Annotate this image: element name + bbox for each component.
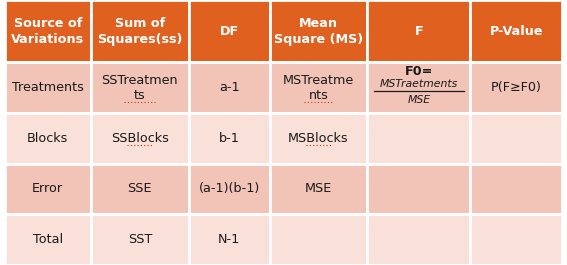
Bar — [471, 164, 562, 214]
Bar — [269, 214, 367, 265]
Bar — [5, 164, 91, 214]
Text: Total: Total — [33, 233, 63, 246]
Bar — [269, 0, 367, 62]
Text: MSTreatme
nts: MSTreatme nts — [283, 74, 354, 101]
Bar — [269, 113, 367, 164]
Bar — [91, 62, 189, 113]
Text: P(F≥F0): P(F≥F0) — [491, 81, 542, 94]
Text: b-1: b-1 — [219, 132, 239, 145]
Text: SSE: SSE — [128, 183, 152, 196]
Bar — [367, 214, 471, 265]
Bar — [5, 62, 91, 113]
Bar — [367, 0, 471, 62]
Bar — [5, 0, 91, 62]
Bar — [91, 0, 189, 62]
Bar — [367, 164, 471, 214]
Bar — [91, 113, 189, 164]
Bar — [5, 113, 91, 164]
Text: SSTreatmen
ts: SSTreatmen ts — [101, 74, 178, 101]
Bar — [367, 113, 471, 164]
Text: Sum of
Squares(ss): Sum of Squares(ss) — [97, 17, 183, 46]
Text: MSE: MSE — [304, 183, 332, 196]
Bar — [471, 0, 562, 62]
Text: (a-1)(b-1): (a-1)(b-1) — [198, 183, 260, 196]
Bar — [5, 214, 91, 265]
Bar — [269, 164, 367, 214]
Text: F: F — [414, 25, 423, 38]
Bar — [91, 214, 189, 265]
Bar — [189, 113, 269, 164]
Text: SST: SST — [128, 233, 152, 246]
Text: Treatments: Treatments — [12, 81, 84, 94]
Text: DF: DF — [219, 25, 239, 38]
Bar — [189, 0, 269, 62]
Text: P-Value: P-Value — [490, 25, 543, 38]
Text: MSTraetments: MSTraetments — [380, 78, 458, 89]
Bar — [471, 214, 562, 265]
Text: Source of
Variations: Source of Variations — [11, 17, 84, 46]
Bar — [91, 164, 189, 214]
Text: Blocks: Blocks — [27, 132, 69, 145]
Bar — [269, 62, 367, 113]
Bar — [189, 214, 269, 265]
Text: Error: Error — [32, 183, 64, 196]
Text: MSBlocks: MSBlocks — [288, 132, 349, 145]
Text: Mean
Square (MS): Mean Square (MS) — [274, 17, 363, 46]
Bar — [189, 164, 269, 214]
Bar — [367, 62, 471, 113]
Text: N-1: N-1 — [218, 233, 240, 246]
Bar — [471, 113, 562, 164]
Text: a-1: a-1 — [219, 81, 239, 94]
Bar — [471, 62, 562, 113]
Bar — [189, 62, 269, 113]
Text: SSBlocks: SSBlocks — [111, 132, 169, 145]
Text: F0=: F0= — [405, 65, 433, 78]
Text: MSE: MSE — [407, 95, 430, 105]
